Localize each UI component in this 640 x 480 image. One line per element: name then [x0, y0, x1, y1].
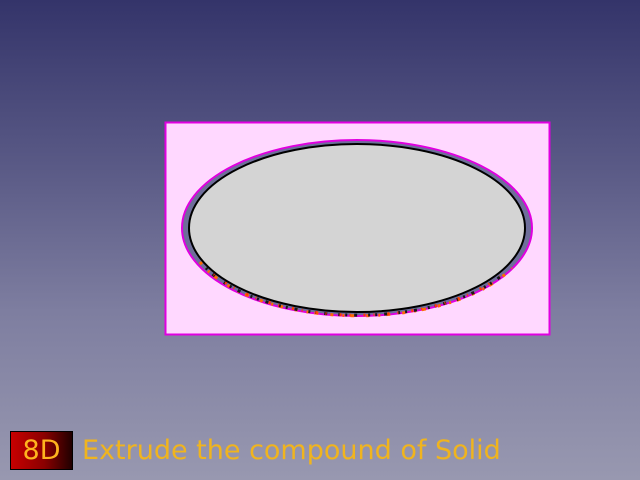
- solid-top-face[interactable]: [188, 143, 526, 313]
- logo-badge-icon: 8D: [10, 431, 73, 470]
- badge-label: 8D: [22, 435, 61, 466]
- caption-text: Extrude the compound of Solid: [82, 435, 501, 466]
- rim-artifacts: [198, 261, 514, 318]
